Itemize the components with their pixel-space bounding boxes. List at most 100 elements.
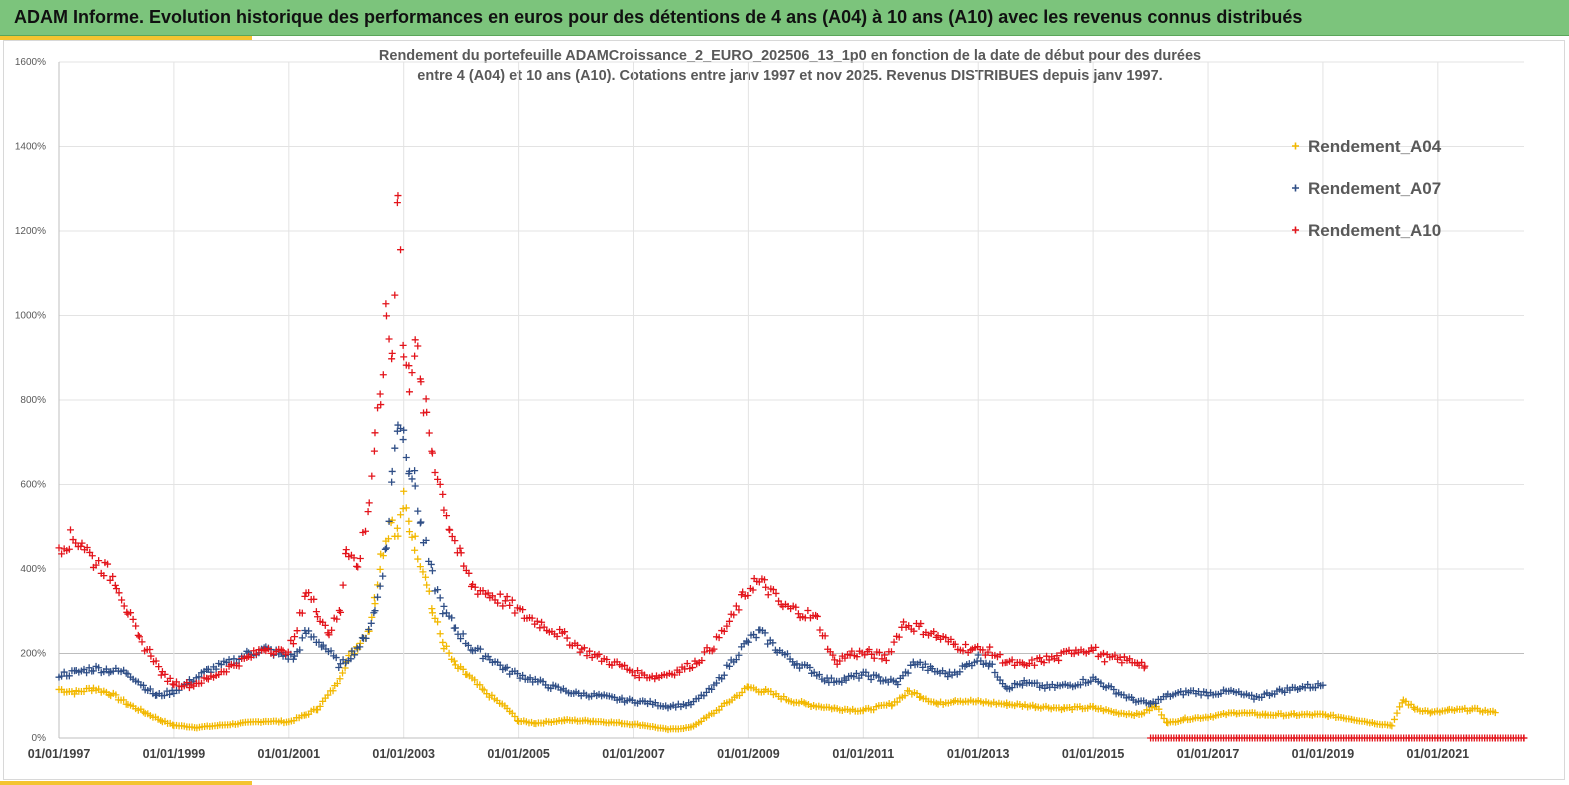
data-marker xyxy=(325,631,333,639)
data-marker xyxy=(1053,652,1061,660)
data-marker xyxy=(1248,691,1256,699)
data-marker xyxy=(715,706,723,714)
data-marker xyxy=(496,661,504,669)
data-marker xyxy=(496,590,504,598)
data-marker xyxy=(112,691,120,699)
data-marker xyxy=(1390,715,1398,723)
data-marker xyxy=(301,592,309,600)
data-marker xyxy=(291,633,299,641)
data-marker xyxy=(400,353,408,361)
data-marker xyxy=(848,647,856,655)
data-marker xyxy=(332,654,340,662)
data-marker xyxy=(405,528,413,536)
banner-title: ADAM Informe. Evolution historique des p… xyxy=(14,7,1303,27)
data-marker xyxy=(111,581,119,589)
x-tick-label: 01/01/1999 xyxy=(143,747,206,761)
data-marker xyxy=(1008,684,1016,692)
x-tick-label: 01/01/2007 xyxy=(602,747,665,761)
data-marker xyxy=(675,668,683,676)
data-marker xyxy=(499,602,507,610)
data-marker xyxy=(576,648,584,656)
data-marker xyxy=(538,618,546,626)
data-marker xyxy=(428,449,436,457)
data-marker xyxy=(225,656,233,664)
data-marker xyxy=(1160,714,1168,722)
data-marker xyxy=(794,610,802,618)
data-marker xyxy=(456,544,464,552)
data-marker xyxy=(732,656,740,664)
data-marker xyxy=(391,444,399,452)
data-marker xyxy=(376,565,384,573)
data-marker xyxy=(853,653,861,661)
data-marker xyxy=(298,609,306,617)
data-marker xyxy=(986,643,994,651)
data-marker xyxy=(494,599,502,607)
data-marker xyxy=(72,539,80,547)
data-marker xyxy=(157,671,165,679)
data-marker xyxy=(513,717,521,725)
data-marker xyxy=(635,674,643,682)
data-marker xyxy=(374,404,382,412)
data-marker xyxy=(459,630,467,638)
data-marker xyxy=(293,627,301,635)
data-marker xyxy=(783,650,791,658)
data-marker xyxy=(769,586,777,594)
data-marker xyxy=(166,690,174,698)
data-marker xyxy=(528,614,536,622)
data-marker xyxy=(417,378,425,386)
data-marker xyxy=(821,632,829,640)
data-marker xyxy=(1179,691,1187,699)
data-marker xyxy=(1311,684,1319,692)
chart-title: Rendement du portefeuille ADAMCroissance… xyxy=(260,46,1320,86)
data-marker xyxy=(744,591,752,599)
data-marker xyxy=(806,663,814,671)
data-marker xyxy=(738,688,746,696)
data-marker xyxy=(916,658,924,666)
data-marker xyxy=(508,596,516,604)
data-marker xyxy=(65,672,73,680)
data-marker xyxy=(730,611,738,619)
data-marker xyxy=(944,673,952,681)
data-marker xyxy=(511,713,519,721)
data-marker xyxy=(901,692,909,700)
data-marker xyxy=(810,668,818,676)
data-marker xyxy=(900,618,908,626)
data-marker xyxy=(443,512,451,520)
data-marker xyxy=(434,618,442,626)
x-tick-label: 01/01/1997 xyxy=(28,747,91,761)
data-marker xyxy=(364,508,372,516)
data-marker xyxy=(471,676,479,684)
data-marker xyxy=(382,300,390,308)
data-marker xyxy=(333,679,341,687)
data-marker xyxy=(77,542,85,550)
data-marker xyxy=(1099,649,1107,657)
data-marker xyxy=(393,199,401,207)
data-marker xyxy=(222,668,230,676)
data-marker xyxy=(688,664,696,672)
data-marker xyxy=(841,654,849,662)
data-marker xyxy=(314,613,322,621)
x-tick-label: 01/01/2013 xyxy=(947,747,1010,761)
data-marker xyxy=(147,652,155,660)
data-marker xyxy=(195,673,203,681)
data-marker xyxy=(988,660,996,668)
data-marker xyxy=(621,661,629,669)
data-marker xyxy=(457,549,465,557)
y-tick-label: 1600% xyxy=(15,57,46,68)
data-marker xyxy=(132,622,140,630)
data-marker xyxy=(526,674,534,682)
data-marker xyxy=(422,573,430,581)
accent-bar-top xyxy=(0,36,252,40)
data-marker xyxy=(95,664,103,672)
data-marker xyxy=(347,655,355,663)
legend-label: Rendement_A04 xyxy=(1308,137,1442,156)
data-marker xyxy=(397,246,405,254)
x-tick-label: 01/01/2009 xyxy=(717,747,780,761)
data-marker xyxy=(402,504,410,512)
data-marker xyxy=(836,657,844,665)
data-marker xyxy=(356,555,364,563)
legend-label: Rendement_A10 xyxy=(1308,221,1441,240)
data-marker xyxy=(371,429,379,437)
data-marker xyxy=(428,609,436,617)
data-marker xyxy=(951,640,959,648)
